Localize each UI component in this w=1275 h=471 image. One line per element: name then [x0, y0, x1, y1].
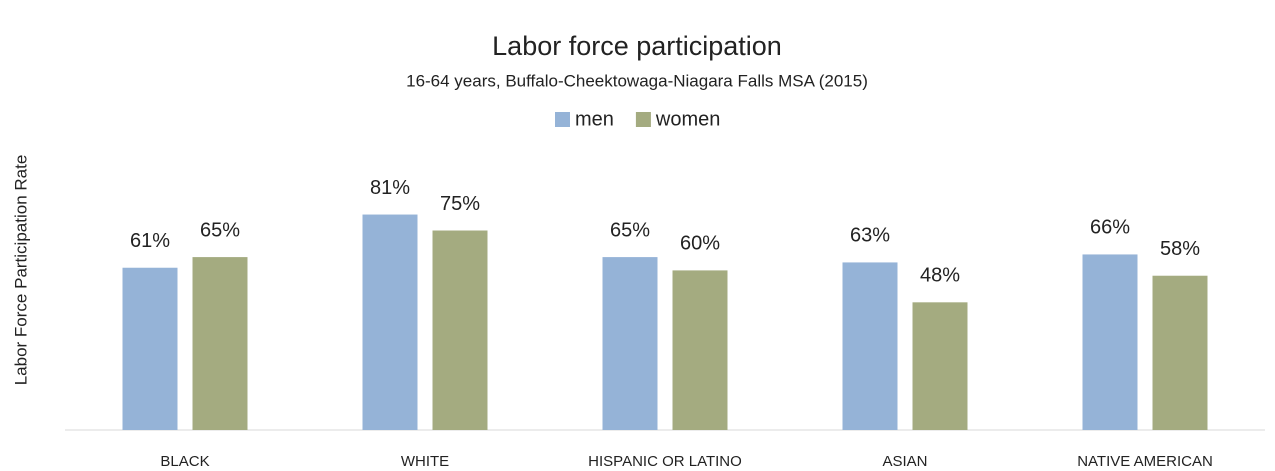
- y-axis-label: Labor Force Participation Rate: [11, 155, 30, 386]
- value-label: 65%: [200, 219, 240, 241]
- bar: [362, 214, 418, 430]
- value-label: 65%: [610, 219, 650, 241]
- legend-label: women: [655, 108, 720, 130]
- value-label: 81%: [370, 177, 410, 199]
- value-label: 58%: [1160, 238, 1200, 260]
- legend-swatch: [555, 112, 570, 127]
- x-tick-label: WHITE: [401, 453, 449, 470]
- value-label: 66%: [1090, 217, 1130, 239]
- bar: [672, 270, 728, 430]
- bar: [1082, 254, 1138, 430]
- x-tick-label: HISPANIC OR LATINO: [588, 453, 742, 470]
- value-label: 60%: [680, 233, 720, 255]
- bar: [432, 230, 488, 430]
- value-label: 61%: [130, 230, 170, 252]
- legend-swatch: [635, 112, 651, 127]
- bar: [602, 257, 658, 430]
- x-tick-label: BLACK: [160, 453, 209, 470]
- bar: [1152, 275, 1208, 430]
- value-label: 48%: [920, 265, 960, 287]
- chart-subtitle: 16-64 years, Buffalo-Cheektowaga-Niagara…: [406, 71, 868, 90]
- bar: [122, 267, 178, 430]
- bar: [192, 257, 248, 430]
- value-label: 75%: [440, 193, 480, 215]
- x-tick-label: NATIVE AMERICAN: [1077, 453, 1213, 470]
- value-label: 63%: [850, 225, 890, 247]
- bar: [842, 262, 898, 430]
- legend-label: men: [575, 108, 614, 130]
- bar: [912, 302, 968, 430]
- chart-title: Labor force participation: [492, 31, 782, 61]
- x-tick-label: ASIAN: [882, 453, 927, 470]
